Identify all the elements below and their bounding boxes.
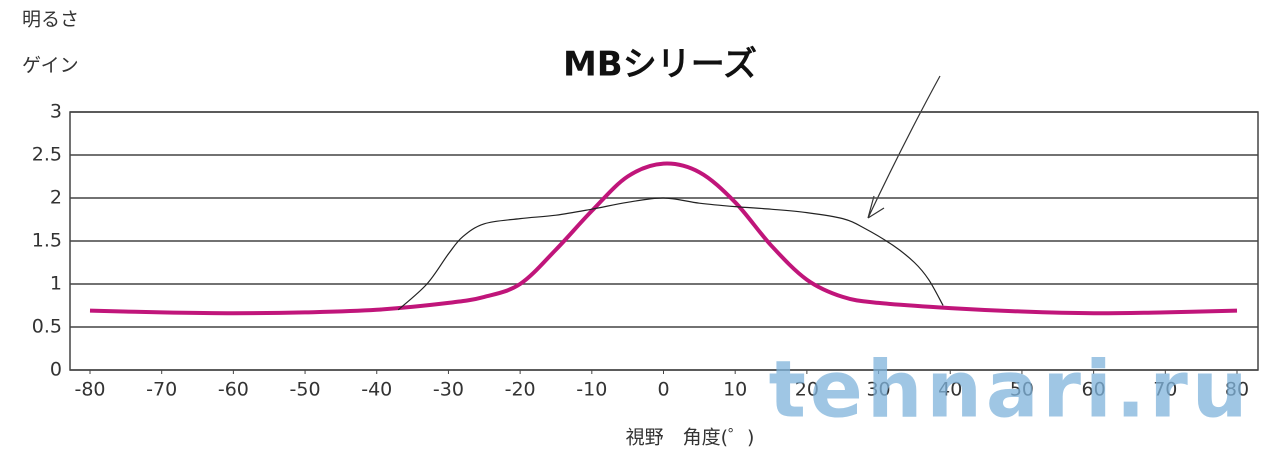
x-tick-label: 40 [938,379,962,401]
x-tick-label: -60 [218,379,249,401]
line-series [397,197,944,311]
y-axis-label: ゲイン [22,55,79,77]
x-tick-label: 10 [723,379,747,401]
x-tick-label: -30 [433,379,464,401]
x-tick-label: 30 [866,379,890,401]
y-tick-label: 1 [50,273,62,295]
x-tick-label: 70 [1153,379,1177,401]
x-tick-label: -50 [290,379,321,401]
x-tick-label: -40 [361,379,392,401]
x-tick-label: 80 [1225,379,1249,401]
x-tick-label: 60 [1082,379,1106,401]
y-tick-label: 2 [50,187,62,209]
y-tick-label: 1.5 [32,230,62,252]
y-tick-label: 3 [50,101,62,123]
x-tick-label: -80 [74,379,105,401]
x-tick-label: 20 [795,379,819,401]
y-tick-label: 0.5 [32,316,62,338]
annotation-arrow [867,75,941,219]
x-tick-label: 50 [1010,379,1034,401]
watermark: tehnari.ru [769,345,1252,435]
chart-title: MBシリーズ [563,45,757,85]
y-axis-label: 明るさ [22,9,79,31]
y-tick-label: 0 [50,359,62,381]
x-axis-label: 視野 角度(゜) [626,427,755,449]
line-series [89,161,1238,316]
x-tick-label: 0 [657,379,669,401]
x-tick-label: -10 [576,379,607,401]
y-tick-label: 2.5 [32,144,62,166]
x-tick-label: -20 [505,379,536,401]
x-tick-label: -70 [146,379,177,401]
